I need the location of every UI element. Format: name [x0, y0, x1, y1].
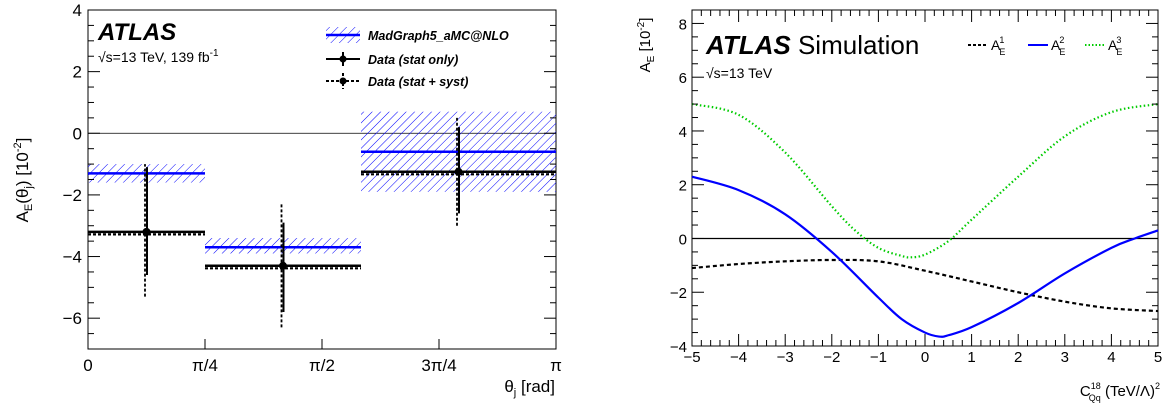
- right-series-layer: [691, 102, 1159, 338]
- right-x-tick-label: 4: [1107, 349, 1115, 366]
- legend-stat-label: Data (stat only): [368, 53, 458, 67]
- data-point: [279, 261, 288, 270]
- right-x-tick-label: −3: [777, 349, 794, 366]
- left-y-tick-label: 2: [73, 63, 82, 82]
- left-x-tick-label: 3π/4: [421, 356, 456, 375]
- right-plot-frame: [691, 9, 1159, 347]
- right-x-tick-label: 5: [1154, 349, 1162, 366]
- right-y-tick-label: 2: [679, 178, 687, 195]
- left-y-tick-label: −2: [63, 186, 82, 205]
- right-x-axis-title: C18 Qq (TeV/Λ)2: [1080, 381, 1160, 403]
- right-x-tick-label: −5: [683, 349, 700, 366]
- left-legend: MadGraph5_aMC@NLO Data (stat only) Data …: [326, 27, 509, 89]
- legend-syst-label: Data (stat + syst): [368, 75, 468, 89]
- left-y-tick-label: −4: [63, 248, 82, 267]
- left-axis-ticks: 4 2 0 −2 −4 −6 0 π/4 π/2 3π/4 π: [63, 1, 562, 375]
- left-panel: 4 2 0 −2 −4 −6 0 π/4 π/2 3π/4 π ATLAS √s=13 TeV, 1…: [12, 1, 562, 399]
- right-x-tick-label: −2: [823, 349, 840, 366]
- left-y-tick-label: −6: [63, 309, 82, 328]
- left-data-layer: [88, 117, 556, 328]
- legend-syst-marker: [339, 77, 347, 85]
- right-y-tick-label: −2: [670, 285, 687, 302]
- left-y-tick-label: 0: [73, 124, 82, 143]
- right-y-axis-title: AE [10-2]: [636, 18, 657, 73]
- legend-ae1-label: A1 E: [991, 35, 1005, 57]
- series-ae3-curve: [691, 102, 1159, 259]
- right-y-tick-label: 0: [679, 231, 687, 248]
- legend-ae2-label: A2 E: [1051, 35, 1065, 57]
- series-ae2-curve: [691, 175, 1159, 338]
- left-conditions-label: √s=13 TeV, 139 fb-1: [98, 48, 219, 65]
- series-ae1-curve: [691, 258, 1159, 313]
- right-legend: A1 E A2 E A3 E: [968, 35, 1122, 57]
- data-point: [454, 167, 463, 176]
- left-x-tick-label: π/2: [309, 356, 335, 375]
- left-y-axis-title: AE(θj) [10-2]: [12, 138, 35, 223]
- left-experiment-label: ATLAS: [97, 19, 176, 46]
- left-x-tick-label: 0: [83, 356, 92, 375]
- right-y-tick-label: −4: [670, 339, 687, 356]
- right-x-tick-label: 2: [1014, 349, 1022, 366]
- right-y-tick-label: 8: [679, 16, 687, 33]
- data-point: [142, 227, 151, 236]
- right-x-tick-label: 3: [1061, 349, 1069, 366]
- left-x-tick-label: π/4: [192, 356, 218, 375]
- legend-mc-label: MadGraph5_aMC@NLO: [368, 29, 509, 43]
- left-x-tick-label: π: [550, 356, 562, 375]
- left-x-axis-title: θj [rad]: [504, 377, 555, 399]
- right-y-tick-label: 6: [679, 70, 687, 87]
- right-conditions-label: √s=13 TeV: [706, 65, 773, 81]
- right-x-tick-label: −4: [730, 349, 747, 366]
- right-x-tick-label: 0: [921, 349, 929, 366]
- right-y-tick-label: 4: [679, 124, 687, 141]
- legend-stat-marker: [339, 55, 347, 63]
- legend-ae3-label: A3 E: [1108, 35, 1122, 57]
- right-experiment-label: ATLAS Simulation: [705, 30, 919, 60]
- right-x-tick-label: −1: [870, 349, 887, 366]
- right-x-tick-label: 1: [967, 349, 975, 366]
- left-y-tick-label: 4: [73, 1, 82, 20]
